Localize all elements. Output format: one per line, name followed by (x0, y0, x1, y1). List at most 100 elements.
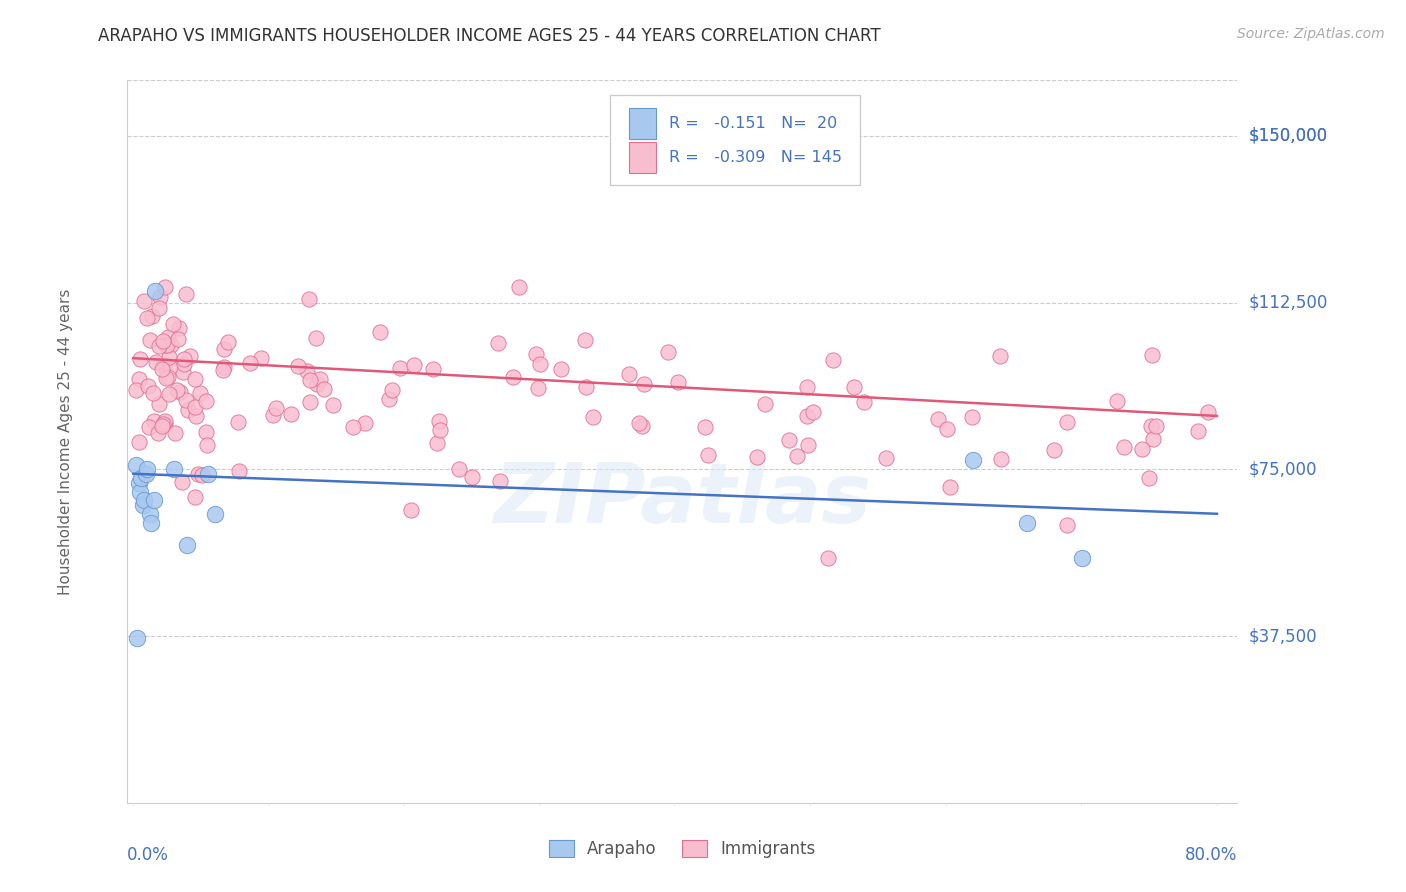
Point (142, 385, 165, 400)
Point (693, 419, 716, 434)
Point (1187, 424, 1209, 438)
Point (250, 351, 273, 366)
Point (575, 380, 598, 394)
Point (166, 383, 188, 397)
Point (172, 365, 194, 379)
FancyBboxPatch shape (628, 143, 657, 173)
Point (159, 359, 181, 374)
Point (152, 358, 174, 372)
Point (582, 409, 605, 424)
Point (156, 337, 179, 351)
Point (153, 415, 176, 429)
Point (447, 462, 470, 476)
FancyBboxPatch shape (628, 109, 657, 139)
Point (962, 453, 984, 467)
Point (136, 379, 159, 393)
Point (162, 317, 184, 331)
Point (194, 393, 217, 408)
Text: 80.0%: 80.0% (1185, 847, 1237, 864)
Point (401, 503, 423, 517)
Point (129, 484, 152, 499)
Point (486, 336, 509, 351)
Point (127, 632, 149, 646)
Point (197, 467, 219, 481)
Text: $75,000: $75,000 (1249, 460, 1317, 478)
Point (960, 410, 983, 425)
Point (157, 351, 180, 365)
Point (176, 286, 198, 301)
Point (796, 409, 818, 424)
Point (153, 280, 176, 294)
Point (239, 356, 262, 370)
Point (188, 386, 211, 401)
Point (304, 331, 326, 345)
Point (149, 290, 172, 304)
Point (142, 414, 165, 428)
Point (299, 373, 322, 387)
Point (817, 551, 839, 566)
Point (287, 359, 309, 374)
Point (212, 363, 235, 377)
Point (125, 384, 148, 398)
Point (936, 422, 959, 436)
Point (135, 310, 157, 325)
Point (796, 380, 818, 394)
Point (212, 343, 235, 357)
Point (295, 364, 318, 378)
Point (173, 351, 195, 366)
Point (617, 368, 640, 382)
Point (299, 395, 322, 409)
Text: R =   -0.151   N=  20: R = -0.151 N= 20 (669, 116, 837, 131)
Point (217, 335, 239, 350)
Point (1142, 349, 1164, 363)
Point (167, 332, 190, 346)
Point (138, 507, 160, 521)
Point (228, 464, 250, 478)
Point (153, 417, 176, 431)
Point (377, 392, 399, 407)
Point (1056, 518, 1078, 533)
Point (148, 339, 170, 353)
Point (429, 423, 451, 437)
Point (1043, 442, 1066, 457)
Point (427, 414, 450, 428)
Point (191, 467, 214, 482)
Point (368, 325, 391, 339)
Point (187, 467, 209, 481)
Point (184, 372, 207, 386)
Point (195, 438, 218, 452)
Point (939, 480, 962, 494)
Point (298, 292, 321, 306)
Text: $37,500: $37,500 (1249, 627, 1317, 645)
Point (529, 357, 551, 371)
Point (150, 362, 173, 376)
Point (141, 309, 163, 323)
Point (184, 400, 207, 414)
Point (155, 338, 177, 352)
Text: 0.0%: 0.0% (127, 847, 169, 864)
Legend: Arapaho, Immigrants: Arapaho, Immigrants (540, 832, 824, 867)
Point (142, 493, 165, 508)
Point (1130, 442, 1153, 457)
Point (155, 370, 177, 384)
Point (152, 417, 174, 432)
Point (754, 397, 776, 411)
Point (134, 467, 156, 481)
Text: ARAPAHO VS IMMIGRANTS HOUSEHOLDER INCOME AGES 25 - 44 YEARS CORRELATION CHART: ARAPAHO VS IMMIGRANTS HOUSEHOLDER INCOME… (98, 27, 882, 45)
Point (131, 471, 153, 485)
Point (173, 357, 195, 371)
Point (1105, 394, 1128, 409)
Point (550, 361, 572, 376)
Text: $112,500: $112,500 (1249, 293, 1327, 311)
Point (163, 462, 186, 476)
Point (204, 507, 226, 521)
Point (786, 449, 808, 463)
Point (322, 398, 344, 412)
Point (179, 349, 201, 363)
Point (174, 392, 197, 407)
Point (489, 474, 512, 488)
Point (823, 353, 845, 368)
Point (1112, 440, 1135, 454)
Point (927, 412, 949, 426)
Point (844, 380, 866, 394)
